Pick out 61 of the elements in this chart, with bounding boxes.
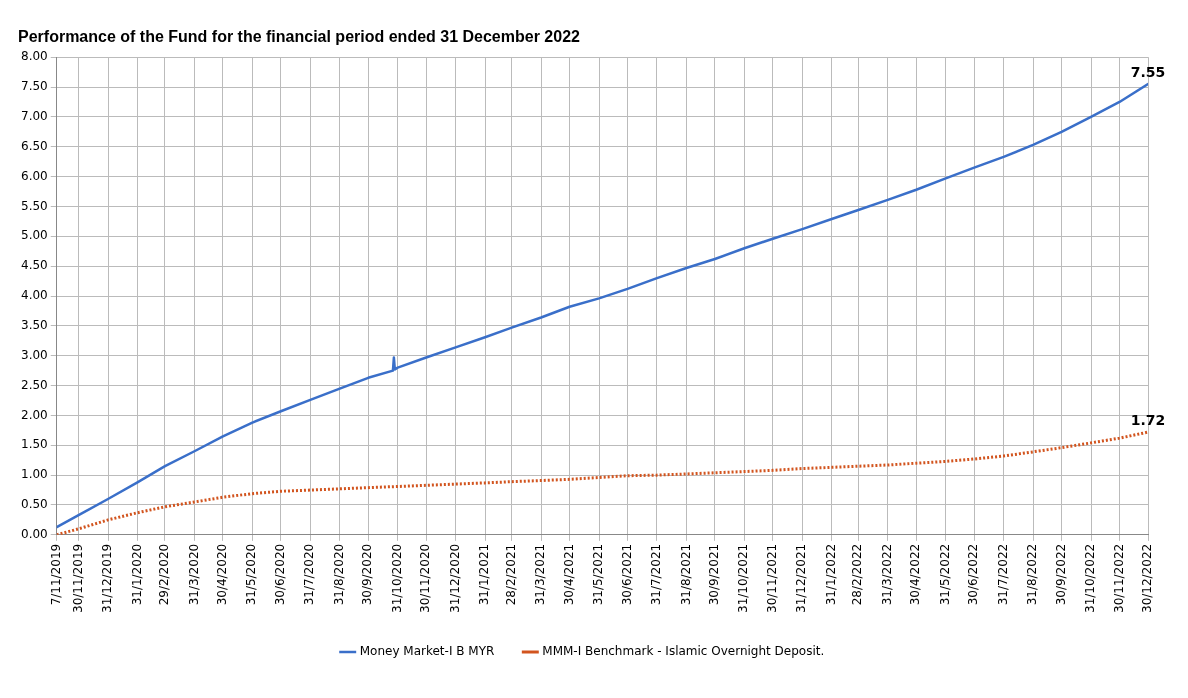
x-tick-label: 31/8/2022	[1025, 543, 1040, 606]
x-tick-label: 28/2/2021	[503, 543, 518, 606]
y-tick-label: 4.00	[21, 288, 48, 303]
x-tick-label: 30/11/2020	[418, 543, 433, 614]
y-tick-label: 2.50	[21, 377, 48, 392]
x-tick-label: 31/5/2022	[937, 543, 952, 606]
x-tick-label: 31/12/2021	[794, 543, 809, 614]
x-tick-label: 30/11/2019	[70, 543, 85, 614]
annotation: 7.55	[1130, 63, 1166, 80]
y-tick-label: 5.00	[21, 228, 48, 243]
x-tick-label: 31/1/2020	[129, 543, 144, 606]
x-tick-label: 30/11/2022	[1111, 543, 1126, 614]
x-tick-label: 31/7/2022	[995, 543, 1010, 606]
annotation: 1.72	[1130, 411, 1166, 428]
x-tick-label: 31/3/2021	[533, 543, 548, 606]
x-tick-label: 31/7/2021	[649, 543, 664, 606]
y-tick-label: 8.00	[21, 49, 48, 64]
x-tick-label: 31/8/2020	[331, 543, 346, 606]
y-tick-label: 4.50	[21, 258, 48, 273]
y-tick-label: 1.00	[21, 467, 48, 482]
x-tick-label: 31/5/2020	[244, 543, 259, 606]
x-tick-label: 31/3/2020	[186, 543, 201, 606]
legend-label: MMM-I Benchmark - Islamic Overnight Deposit.	[542, 644, 825, 659]
y-tick-label: 7.00	[21, 109, 48, 124]
legend-label: Money Market-I B MYR	[359, 644, 495, 659]
y-tick-label: 0.00	[21, 526, 48, 541]
x-tick-label: 30/9/2022	[1053, 543, 1068, 606]
y-tick-label: 3.50	[21, 318, 48, 332]
x-tick-label: 7/11/2019	[48, 543, 63, 606]
y-tick-label: 7.50	[21, 79, 48, 94]
x-tick-label: 31/10/2020	[389, 543, 404, 614]
x-tick-label: 29/2/2020	[157, 543, 172, 606]
x-tick-label: 31/10/2021	[736, 543, 751, 614]
x-tick-label: 30/4/2021	[561, 543, 576, 606]
x-tick-label: 31/3/2022	[879, 543, 894, 606]
chart-title: Performance of the Fund for the financial period ended 31 December 2022	[18, 28, 581, 46]
x-tick-label: 31/5/2021	[591, 543, 606, 606]
x-tick-label: 31/7/2020	[302, 543, 317, 606]
x-tick-label: 30/6/2020	[272, 543, 287, 606]
x-tick-label: 30/9/2020	[360, 543, 375, 606]
x-tick-label: 28/2/2022	[850, 543, 865, 606]
x-tick-label: 31/12/2020	[447, 543, 462, 614]
y-tick-label: 6.50	[21, 138, 48, 153]
x-tick-label: 30/6/2022	[966, 543, 981, 606]
y-tick-label: 0.50	[21, 497, 48, 512]
y-tick-label: 2.00	[21, 407, 48, 422]
y-tick-label: 5.50	[21, 198, 48, 213]
x-tick-label: 30/4/2020	[215, 543, 230, 606]
x-tick-label: 30/11/2021	[764, 543, 779, 614]
x-tick-label: 31/1/2021	[477, 543, 492, 606]
y-tick-label: 1.50	[21, 437, 48, 452]
x-tick-label: 30/6/2021	[619, 543, 634, 606]
y-tick-label: 3.00	[21, 347, 48, 362]
x-tick-label: 30/12/2022	[1140, 543, 1155, 614]
x-tick-label: 31/12/2019	[100, 543, 115, 614]
y-tick-label: 6.00	[21, 168, 48, 183]
x-tick-label: 30/4/2022	[908, 543, 923, 606]
x-tick-label: 31/8/2021	[678, 543, 693, 606]
x-tick-label: 31/1/2022	[823, 543, 838, 606]
x-tick-label: 30/9/2021	[707, 543, 722, 606]
x-tick-label: 31/10/2022	[1083, 543, 1098, 614]
